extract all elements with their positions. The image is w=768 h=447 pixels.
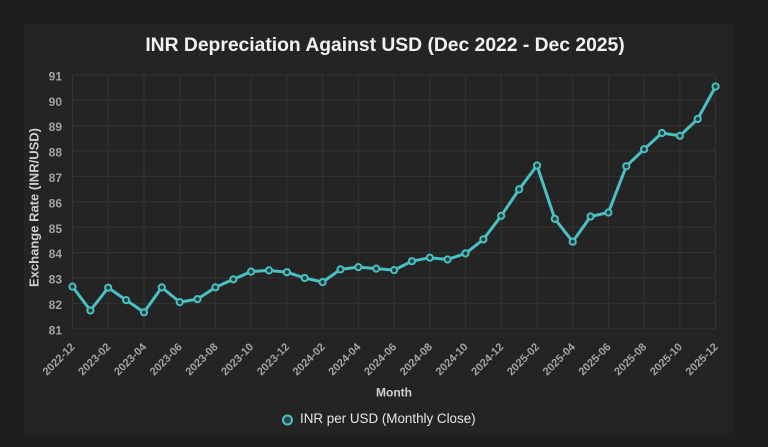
svg-text:83: 83 [49, 273, 63, 287]
svg-text:Month: Month [376, 386, 412, 400]
svg-text:86: 86 [49, 196, 63, 210]
svg-text:82: 82 [49, 298, 63, 312]
svg-text:INR per USD (Monthly Close): INR per USD (Monthly Close) [300, 411, 476, 426]
svg-text:89: 89 [49, 120, 63, 134]
svg-text:85: 85 [49, 222, 63, 236]
svg-text:81: 81 [49, 323, 63, 337]
svg-text:Exchange Rate (INR/USD): Exchange Rate (INR/USD) [27, 128, 42, 287]
svg-text:91: 91 [49, 69, 63, 83]
svg-text:87: 87 [49, 171, 63, 185]
svg-text:90: 90 [49, 95, 63, 109]
svg-text:INR Depreciation Against USD (: INR Depreciation Against USD (Dec 2022 -… [145, 35, 624, 56]
svg-text:88: 88 [49, 146, 63, 160]
svg-text:84: 84 [49, 247, 63, 261]
